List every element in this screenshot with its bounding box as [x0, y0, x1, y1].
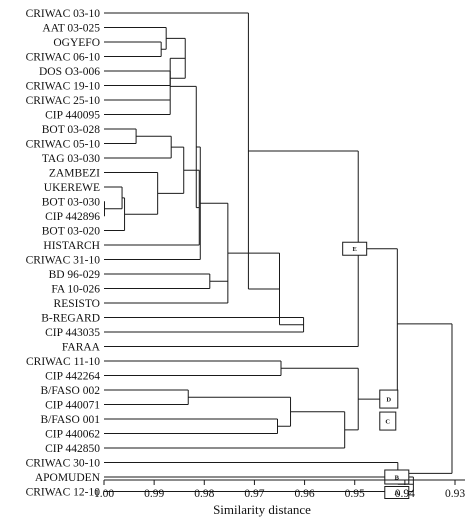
leaf-label: CIP 443035: [45, 327, 100, 339]
dendrogram-branches: [104, 12, 453, 492]
leaf-label: CIP 442850: [45, 443, 100, 455]
leaf-label: BOT 03-020: [42, 226, 100, 238]
leaf-label: CRIWAC 30-10: [26, 458, 101, 470]
leaf-label: CRIWAC 12-10: [26, 487, 101, 499]
leaf-label: APOMUDEN: [35, 472, 101, 484]
leaf-label: CIP 440062: [45, 429, 100, 441]
leaf-label: DOS O3-006: [39, 66, 100, 78]
leaf-label: BD 96-029: [49, 269, 101, 281]
leaf-label: B/FASO 001: [40, 414, 100, 426]
x-axis: 1.00 0.99 0.98 0.97 0.96 0.95 0.94 0.93: [94, 479, 465, 500]
leaf-label: CRIWAC 31-10: [26, 255, 101, 267]
leaf-label: CIP 440095: [45, 110, 100, 122]
cluster-label-d: D: [386, 397, 391, 404]
x-tick-label: 0.98: [194, 488, 214, 500]
leaf-label: ZAMBEZI: [49, 168, 100, 180]
x-tick-label: 1.00: [94, 488, 114, 500]
leaf-label: CIP 442264: [45, 371, 100, 383]
leaf-label: UKEREWE: [44, 182, 100, 194]
cluster-box-a: [384, 486, 410, 499]
leaf-label: CRIWAC 05-10: [26, 139, 101, 151]
leaf-label: CRIWAC 25-10: [26, 95, 101, 107]
x-tick-label: 0.96: [295, 488, 315, 500]
cluster-box-d: [379, 389, 399, 409]
cluster-label-e: E: [353, 246, 357, 253]
cluster-box-c: [379, 411, 397, 431]
leaf-label: CIP 440071: [45, 400, 100, 412]
leaf-label: B-REGARD: [41, 313, 100, 325]
x-tick-label: 0.99: [144, 488, 164, 500]
leaf-label: AAT 03-025: [42, 23, 100, 35]
leaf-label: CRIWAC 03-10: [26, 8, 101, 20]
leaf-label: FARAA: [62, 342, 101, 354]
x-tick-label: 0.94: [395, 488, 415, 500]
x-tick-label: 0.97: [244, 488, 264, 500]
x-tick-label: 0.93: [445, 488, 465, 500]
leaf-label: OGYEFO: [53, 37, 100, 49]
leaf-label: RESISTO: [54, 298, 100, 310]
leaf-label: CRIWAC 11-10: [26, 356, 100, 368]
x-tick-label: 0.95: [345, 488, 365, 500]
cluster-box-e: [342, 241, 368, 256]
cluster-label-b: B: [395, 475, 400, 482]
leaf-labels: CRIWAC 03-10 AAT 03-025 OGYEFO CRIWAC 06-10…: [26, 8, 101, 499]
leaf-label: HISTARCH: [43, 240, 100, 252]
x-axis-title: Similarity distance: [213, 502, 311, 517]
leaf-label: BOT 03-030: [42, 197, 100, 209]
leaf-label: CRIWAC 06-10: [26, 52, 101, 64]
cluster-boxes: E D C B A: [342, 241, 410, 499]
leaf-label: BOT 03-028: [42, 124, 100, 136]
leaf-label: B/FASO 002: [40, 385, 100, 397]
leaf-label: TAG 03-030: [42, 153, 100, 165]
leaf-label: CRIWAC 19-10: [26, 81, 101, 93]
cluster-label-a: A: [394, 490, 399, 497]
leaf-label: FA 10-026: [51, 284, 100, 296]
leaf-label: CIP 442896: [45, 211, 100, 223]
cluster-label-c: C: [385, 419, 390, 426]
